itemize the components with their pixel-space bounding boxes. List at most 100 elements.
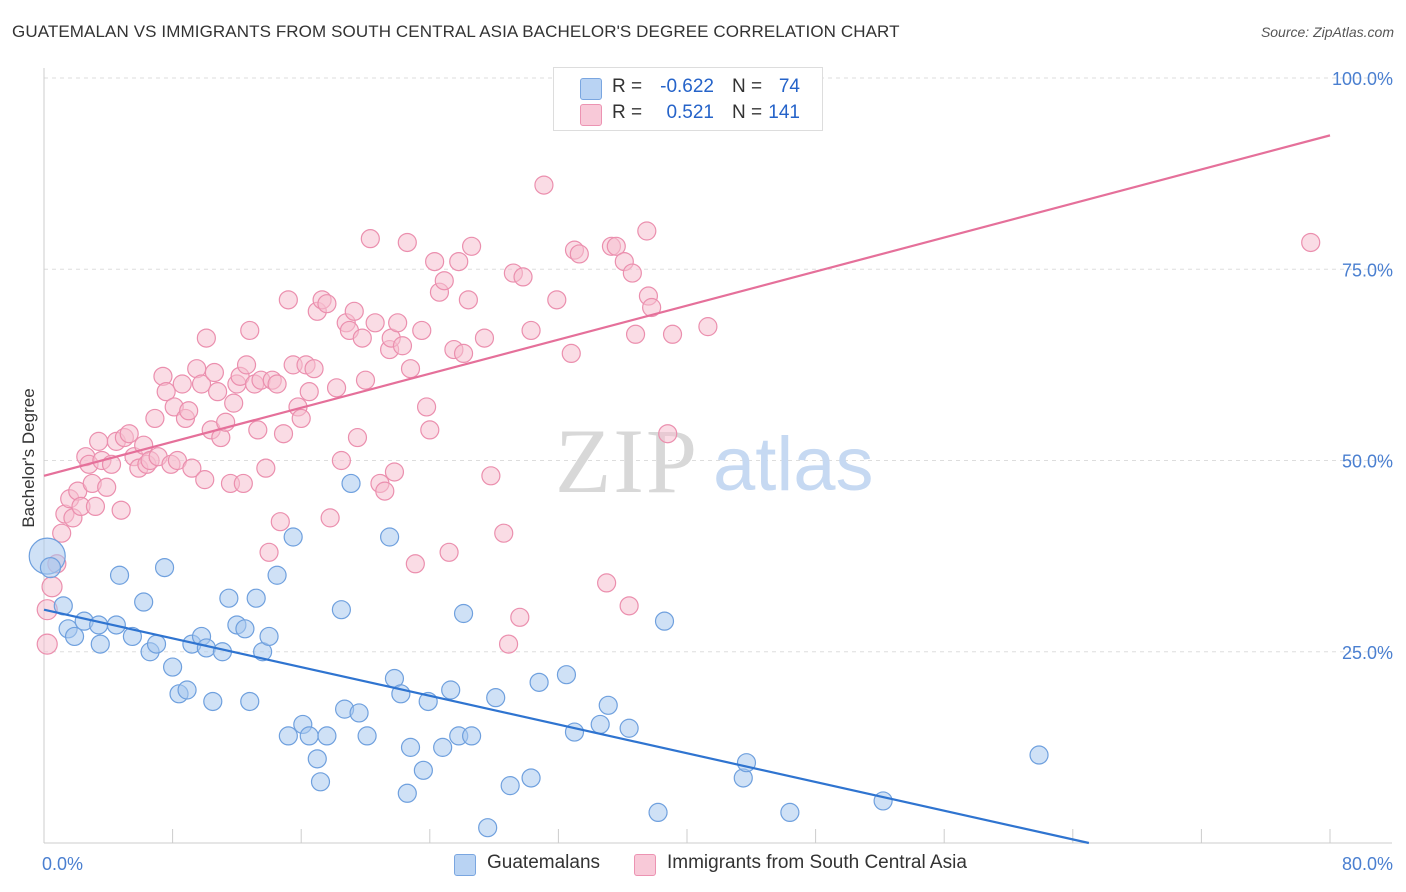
guatemalans-point [413,760,433,780]
immigrants-point [547,290,567,310]
immigrants-point [662,324,683,344]
axes [43,68,1392,844]
immigrants-point [510,607,530,627]
guatemalans-point [109,565,130,585]
guatemalans-point [240,691,260,712]
legend-r-value: -0.622 [660,76,714,97]
immigrants-point [642,297,662,318]
immigrants-point [360,229,380,249]
guatemalans-point [529,672,549,692]
guatemalans-point [89,615,109,635]
immigrants-point [625,324,646,344]
guatemalans-point [400,737,421,757]
immigrants-point [458,290,478,310]
y-tick-label: 100.0% [1332,69,1393,89]
guatemalans-point [500,776,520,796]
immigrants-point [299,382,319,402]
immigrants-point [375,481,395,501]
guatemalans-point [349,703,369,723]
immigrants-point [474,328,495,348]
x-tick-label: 0.0% [42,854,83,874]
immigrants-trend-line [43,134,1331,477]
guatemalans-point [154,557,175,578]
legend-swatch-pink [580,104,602,126]
watermark-zip: ZIP [555,410,699,512]
immigrants-point [182,458,202,478]
guatemalans-point [357,726,377,746]
guatemalans-point [39,556,62,579]
guatemalans-point [1029,745,1049,765]
immigrants-point [619,596,639,616]
immigrants-point [331,450,351,471]
immigrants-point [344,301,364,321]
series-guatemalans-points [28,473,1049,838]
immigrants-point [41,576,63,598]
guatemalans-point [64,626,85,647]
guatemalans-point [134,592,154,612]
guatemalans-point [619,718,639,738]
x-tick-label: 80.0% [1342,854,1393,874]
immigrants-point [388,313,408,333]
bottom-legend-swatch-pink [634,854,656,876]
legend-n-value: 74 [778,76,800,97]
guatemalans-point [219,588,239,608]
guatemalans-point [307,749,327,769]
immigrants-point [439,542,459,562]
immigrants-point [89,431,109,451]
immigrants-point [191,374,212,394]
tick-labels: 25.0% 50.0% 75.0% 100.0% 0.0% 80.0% [42,69,1393,874]
immigrants-point [317,294,337,314]
immigrants-point [606,236,626,256]
legend-row-immigrants: R = 0.521 N = 141 [554,102,822,128]
immigrants-point [259,542,279,562]
immigrants-point [420,420,440,440]
immigrants-point [365,313,385,333]
watermark: ZIP atlas [555,410,874,512]
immigrants-point [267,374,287,394]
guatemalans-point [299,726,319,746]
immigrants-point [434,271,454,291]
guatemalans-point [163,657,183,677]
legend-n-label: N = [732,76,763,97]
guatemalans-point [441,680,461,700]
immigrants-point [352,328,372,348]
guatemalans-point [478,818,498,838]
guatemalans-point [331,600,351,620]
immigrants-point [52,523,72,543]
y-tick-label: 50.0% [1342,452,1393,472]
immigrants-point [347,427,368,448]
immigrants-point [172,374,192,394]
immigrants-point [195,470,215,490]
immigrants-point [273,424,294,444]
guatemalans-point [177,680,197,700]
legend-row-guatemalans: R = -0.622 N = 74 [554,76,822,102]
guatemalans-point [590,714,610,735]
immigrants-point [270,512,290,532]
guatemalans-point [267,565,287,585]
immigrants-point [196,328,216,348]
immigrants-point [233,473,253,494]
guatemalans-point [122,626,143,647]
immigrants-point [240,320,260,341]
guatemalans-point [283,527,303,547]
immigrants-point [85,496,106,516]
guatemalans-point [598,695,618,715]
immigrants-point [622,263,642,283]
guatemalans-point [203,691,223,712]
immigrants-point [179,401,199,421]
immigrants-point [425,252,445,272]
legend-n-value: 141 [768,102,800,123]
guatemalans-point [556,665,577,685]
guatemalans-point [278,726,298,746]
immigrants-point [248,420,268,440]
guatemalans-point [310,772,331,792]
immigrants-point [561,343,581,363]
immigrants-point [304,359,324,379]
immigrants-point [521,320,541,341]
guatemalans-point [246,588,266,608]
guatemalans-point [397,783,417,803]
guatemalans-point [146,634,167,654]
immigrants-point [658,424,678,444]
immigrants-point [534,175,554,195]
watermark-atlas: atlas [713,422,874,507]
